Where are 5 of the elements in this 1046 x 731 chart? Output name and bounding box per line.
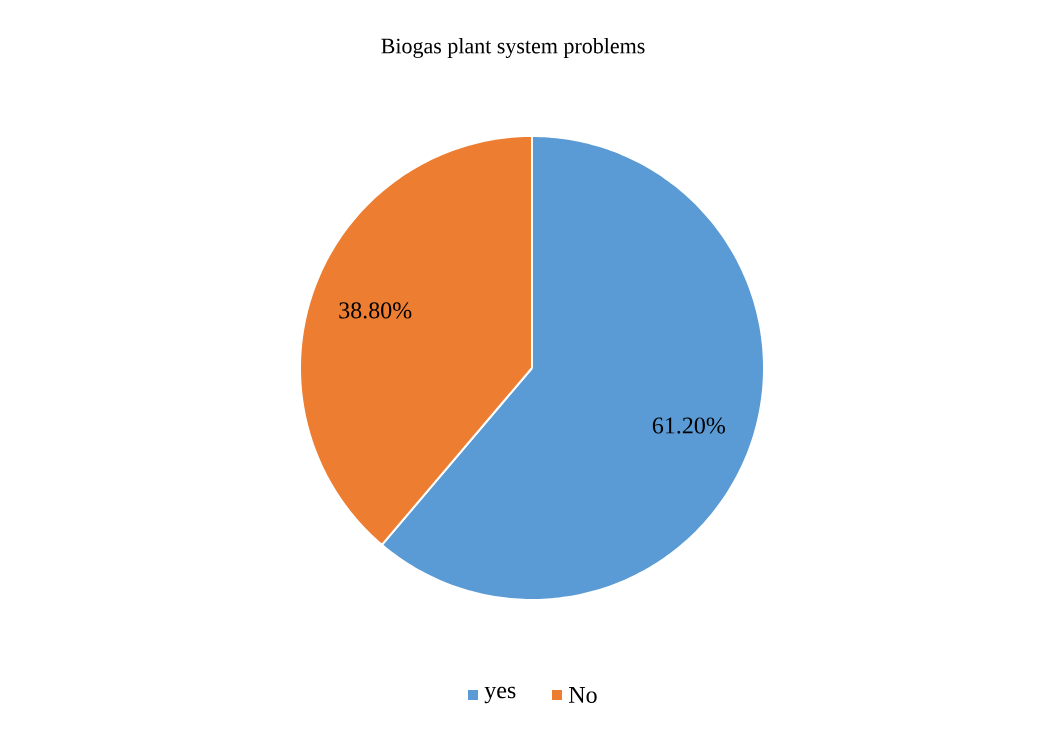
legend-label: yes <box>484 686 516 704</box>
data-label: 38.80% <box>339 302 412 319</box>
data-label: 61.20% <box>652 417 725 434</box>
chart-title: Biogas plant system problems <box>381 37 645 58</box>
legend-label: No <box>568 687 597 703</box>
